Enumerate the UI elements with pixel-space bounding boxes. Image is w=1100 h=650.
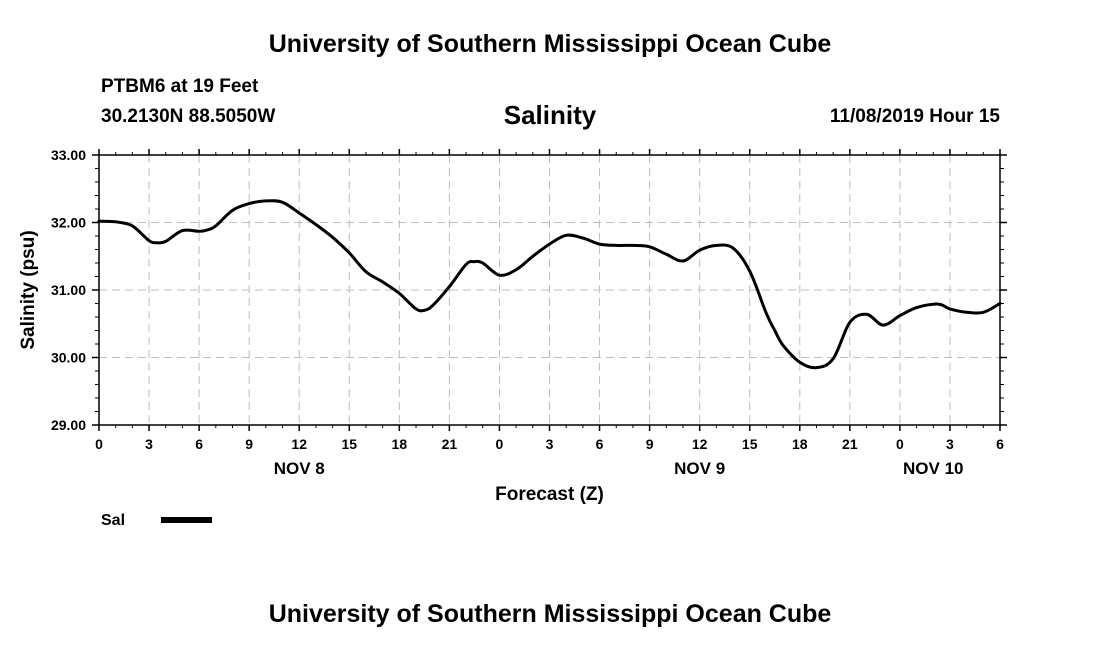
y-axis-title: Salinity (psu) (18, 230, 39, 349)
x-tick-label: 3 (546, 436, 554, 452)
axis-ticks (92, 149, 1007, 431)
x-tick-label: 6 (195, 436, 203, 452)
x-tick-label: 21 (442, 436, 458, 452)
x-tick-label: 0 (496, 436, 504, 452)
x-tick-label: 9 (245, 436, 253, 452)
x-tick-label: 15 (341, 436, 357, 452)
legend: Sal (101, 512, 212, 529)
x-tick-label: 0 (95, 436, 103, 452)
x-tick-label: 15 (742, 436, 758, 452)
day-label: NOV 9 (674, 459, 725, 478)
coordinates-label: 30.2130N 88.5050W (101, 106, 276, 127)
footer-title: University of Southern Mississippi Ocean… (268, 600, 832, 628)
x-tick-label: 9 (646, 436, 654, 452)
x-tick-label: 6 (996, 436, 1004, 452)
chart-title: Salinity (503, 100, 597, 130)
axis-labels: 0 3 6 9 12 15 18 21 0 3 6 9 12 15 18 21 0 3 6 NOV 8 NOV 9 NOV… (51, 147, 1004, 478)
x-tick-label: 3 (145, 436, 153, 452)
grid-lines (99, 155, 1000, 425)
x-tick-label: 3 (946, 436, 954, 452)
x-tick-label: 12 (692, 436, 708, 452)
x-tick-label: 0 (896, 436, 904, 452)
x-tick-label: 21 (842, 436, 858, 452)
legend-label-sal: Sal (101, 512, 125, 529)
y-tick-label: 32.00 (51, 215, 86, 231)
x-axis-title: Forecast (Z) (495, 484, 604, 505)
x-tick-label: 18 (792, 436, 808, 452)
station-label: PTBM6 at 19 Feet (101, 76, 259, 97)
y-tick-label: 30.00 (51, 350, 86, 366)
y-tick-label: 33.00 (51, 147, 86, 163)
page-title: University of Southern Mississippi Ocean… (268, 30, 832, 58)
y-tick-label: 29.00 (51, 417, 86, 433)
x-tick-label: 12 (291, 436, 307, 452)
x-tick-label: 18 (392, 436, 408, 452)
forecast-datetime: 11/08/2019 Hour 15 (829, 106, 1000, 127)
day-label: NOV 10 (903, 459, 963, 478)
x-tick-label: 6 (596, 436, 604, 452)
day-label: NOV 8 (274, 459, 325, 478)
series-line-sal (97, 199, 1002, 370)
series-layer (97, 199, 1002, 370)
y-tick-label: 31.00 (51, 282, 86, 298)
